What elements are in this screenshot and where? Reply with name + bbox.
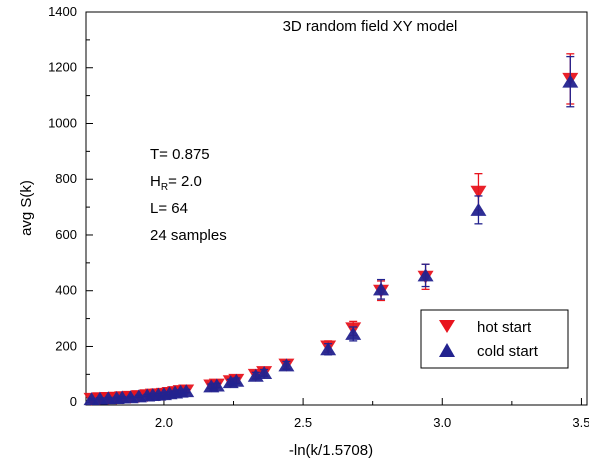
- y-tick-label: 1200: [48, 60, 77, 75]
- annotation-lattice-size: L= 64: [150, 200, 188, 217]
- cold-start-point: [562, 74, 579, 88]
- x-axis-label: -ln(k/1.5708): [289, 442, 373, 459]
- legend-hot-start-marker: [439, 320, 455, 333]
- annotation-field-symbol: H: [150, 173, 161, 190]
- y-tick-label: 400: [55, 283, 77, 298]
- y-axis-ticks: 0 200 400 600 800 1000 1200 1400: [48, 4, 93, 409]
- series-layer: [83, 53, 579, 406]
- cold-start-point: [256, 365, 273, 379]
- cold-start-point: [470, 202, 487, 216]
- cold-start-point: [345, 326, 362, 340]
- plot-area-frame: [85, 11, 588, 406]
- y-tick-label: 0: [70, 394, 77, 409]
- y-tick-label: 200: [55, 338, 77, 353]
- y-tick-label: 800: [55, 171, 77, 186]
- y-tick-label: 1000: [48, 115, 77, 130]
- x-tick-label: 3.0: [433, 415, 451, 430]
- annotation-field-subscript: R: [161, 182, 168, 193]
- annotation-temperature: T= 0.875: [150, 146, 210, 163]
- cold-start-point: [178, 384, 195, 398]
- x-tick-label: 3.5: [572, 415, 589, 430]
- legend-cold-start-label: cold start: [477, 343, 539, 360]
- legend-box: [420, 309, 569, 369]
- y-tick-label: 600: [55, 227, 77, 242]
- legend-hot-start-label: hot start: [477, 319, 532, 336]
- x-tick-label: 2.0: [155, 415, 173, 430]
- y-tick-label: 1400: [48, 4, 77, 19]
- x-tick-label: 2.5: [294, 415, 312, 430]
- cold-start-point: [228, 373, 245, 387]
- cold-start-point: [208, 378, 225, 392]
- cold-start-point: [278, 358, 295, 372]
- cold-start-point: [373, 282, 390, 296]
- legend-cold-start-marker: [439, 343, 455, 357]
- cold-start-point: [417, 268, 434, 282]
- series-cold-start: [83, 55, 579, 406]
- y-axis-label: avg S(k): [18, 180, 35, 236]
- annotation-field-strength: HR= 2.0: [150, 173, 202, 193]
- parameter-annotation: T= 0.875 HR= 2.0 L= 64 24 samples: [150, 146, 227, 244]
- annotation-samples: 24 samples: [150, 227, 227, 244]
- cold-start-point: [320, 342, 337, 356]
- x-axis-ticks: 2.0 2.5 3.0 3.5: [93, 398, 589, 430]
- annotation-field-value: = 2.0: [168, 173, 202, 190]
- legend: hot start cold start: [420, 309, 569, 369]
- chart-title: 3D random field XY model: [283, 18, 458, 35]
- hot-start-point: [470, 185, 487, 199]
